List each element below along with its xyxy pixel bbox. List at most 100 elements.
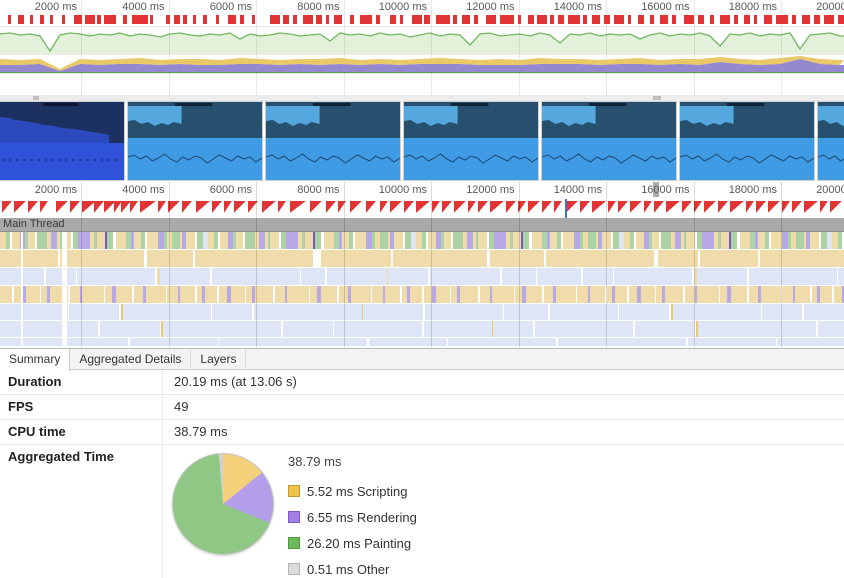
long-frame-bar[interactable] xyxy=(303,15,313,24)
flame-event[interactable] xyxy=(515,286,522,303)
flame-event[interactable] xyxy=(305,232,313,249)
long-frame-bar[interactable] xyxy=(638,15,644,24)
jank-frame-marker[interactable] xyxy=(490,201,504,213)
flame-event[interactable] xyxy=(782,286,793,303)
flame-event[interactable] xyxy=(702,232,714,249)
flame-event[interactable] xyxy=(112,286,116,303)
long-frame-bar[interactable] xyxy=(814,15,820,24)
flame-event[interactable] xyxy=(720,286,727,303)
flame-event[interactable] xyxy=(254,304,362,320)
jank-frame-marker[interactable] xyxy=(554,201,562,213)
flame-event[interactable] xyxy=(788,232,791,249)
jank-frame-marker[interactable] xyxy=(682,201,692,213)
long-frame-bar[interactable] xyxy=(62,15,65,24)
flame-event[interactable] xyxy=(212,304,252,320)
flame-event[interactable] xyxy=(158,232,164,249)
flame-event[interactable] xyxy=(624,232,630,249)
flame-event[interactable] xyxy=(644,232,649,249)
flame-event[interactable] xyxy=(793,286,795,303)
screenshot-thumbnail[interactable] xyxy=(127,101,263,181)
flame-event[interactable] xyxy=(574,232,580,249)
flame-event[interactable] xyxy=(535,321,633,337)
flame-event[interactable] xyxy=(444,232,451,249)
long-frame-bar[interactable] xyxy=(734,15,738,24)
jank-frame-marker[interactable] xyxy=(704,201,716,213)
long-frame-bar[interactable] xyxy=(628,15,631,24)
long-frame-bar[interactable] xyxy=(500,15,514,24)
tab-summary[interactable]: Summary xyxy=(0,349,71,371)
flame-event[interactable] xyxy=(407,286,410,303)
flame-event[interactable] xyxy=(363,304,423,320)
flame-event[interactable] xyxy=(327,268,387,285)
long-frame-bar[interactable] xyxy=(30,15,33,24)
overview-scroll-strip[interactable] xyxy=(0,95,844,101)
flame-event[interactable] xyxy=(700,250,758,267)
flame-event[interactable] xyxy=(321,250,391,267)
flame-event[interactable] xyxy=(493,321,533,337)
jank-frame-marker[interactable] xyxy=(94,201,104,213)
long-frame-bar[interactable] xyxy=(350,15,354,24)
long-frame-bar[interactable] xyxy=(85,15,95,24)
flame-event[interactable] xyxy=(577,286,588,303)
flame-event[interactable] xyxy=(436,286,450,303)
flame-event[interactable] xyxy=(804,232,806,249)
long-frame-bar[interactable] xyxy=(518,15,521,24)
flame-event[interactable] xyxy=(116,286,132,303)
long-frame-bar[interactable] xyxy=(50,15,53,24)
long-frame-bar[interactable] xyxy=(203,15,207,24)
long-frame-bar[interactable] xyxy=(150,15,153,24)
flame-event[interactable] xyxy=(82,286,104,303)
flame-event[interactable] xyxy=(749,268,837,285)
flame-event[interactable] xyxy=(126,232,131,249)
flame-event[interactable] xyxy=(231,286,245,303)
flame-event[interactable] xyxy=(116,232,126,249)
long-frame-bar[interactable] xyxy=(334,15,342,24)
tab-aggregated-details[interactable]: Aggregated Details xyxy=(70,349,192,370)
flame-event[interactable] xyxy=(544,286,553,303)
flame-event[interactable] xyxy=(636,232,644,249)
jank-frame-marker[interactable] xyxy=(792,201,802,213)
long-frame-bar[interactable] xyxy=(462,15,470,24)
flame-event[interactable] xyxy=(513,232,521,249)
flame-event[interactable] xyxy=(673,304,761,320)
flame-event[interactable] xyxy=(197,286,202,303)
long-frame-bar[interactable] xyxy=(412,15,422,24)
flame-event[interactable] xyxy=(795,286,810,303)
flame-event[interactable] xyxy=(662,286,665,303)
long-frame-bar[interactable] xyxy=(710,15,714,24)
jank-frame-marker[interactable] xyxy=(694,201,702,213)
flame-event[interactable] xyxy=(339,286,348,303)
flame-event[interactable] xyxy=(590,286,605,303)
flame-event[interactable] xyxy=(212,268,300,285)
flame-event[interactable] xyxy=(134,286,143,303)
long-frame-bar[interactable] xyxy=(390,15,396,24)
flame-event[interactable] xyxy=(219,338,367,346)
jank-frame-marker[interactable] xyxy=(666,201,680,213)
flame-event[interactable] xyxy=(228,232,233,249)
flame-event[interactable] xyxy=(28,232,35,249)
jank-frame-marker[interactable] xyxy=(730,201,744,213)
flame-event[interactable] xyxy=(369,338,447,346)
flame-event[interactable] xyxy=(827,232,832,249)
flame-event[interactable] xyxy=(164,232,167,249)
long-frame-bar[interactable] xyxy=(528,15,534,24)
flame-event[interactable] xyxy=(641,286,655,303)
flame-event[interactable] xyxy=(430,268,500,285)
flame-event[interactable] xyxy=(130,338,218,346)
flame-event[interactable] xyxy=(729,232,731,249)
long-frame-bar[interactable] xyxy=(123,15,127,24)
flame-event[interactable] xyxy=(782,232,788,249)
flame-event[interactable] xyxy=(69,304,119,320)
flame-event[interactable] xyxy=(355,232,366,249)
flame-event[interactable] xyxy=(432,286,436,303)
flame-event[interactable] xyxy=(542,232,547,249)
flame-event[interactable] xyxy=(60,250,144,267)
flame-event[interactable] xyxy=(416,232,422,249)
flame-event[interactable] xyxy=(619,232,624,249)
screenshot-thumbnail[interactable] xyxy=(265,101,401,181)
flame-event[interactable] xyxy=(740,232,750,249)
flame-event[interactable] xyxy=(105,232,107,249)
jank-frame-marker[interactable] xyxy=(70,201,80,213)
flame-event[interactable] xyxy=(281,232,286,249)
flame-event[interactable] xyxy=(47,286,50,303)
